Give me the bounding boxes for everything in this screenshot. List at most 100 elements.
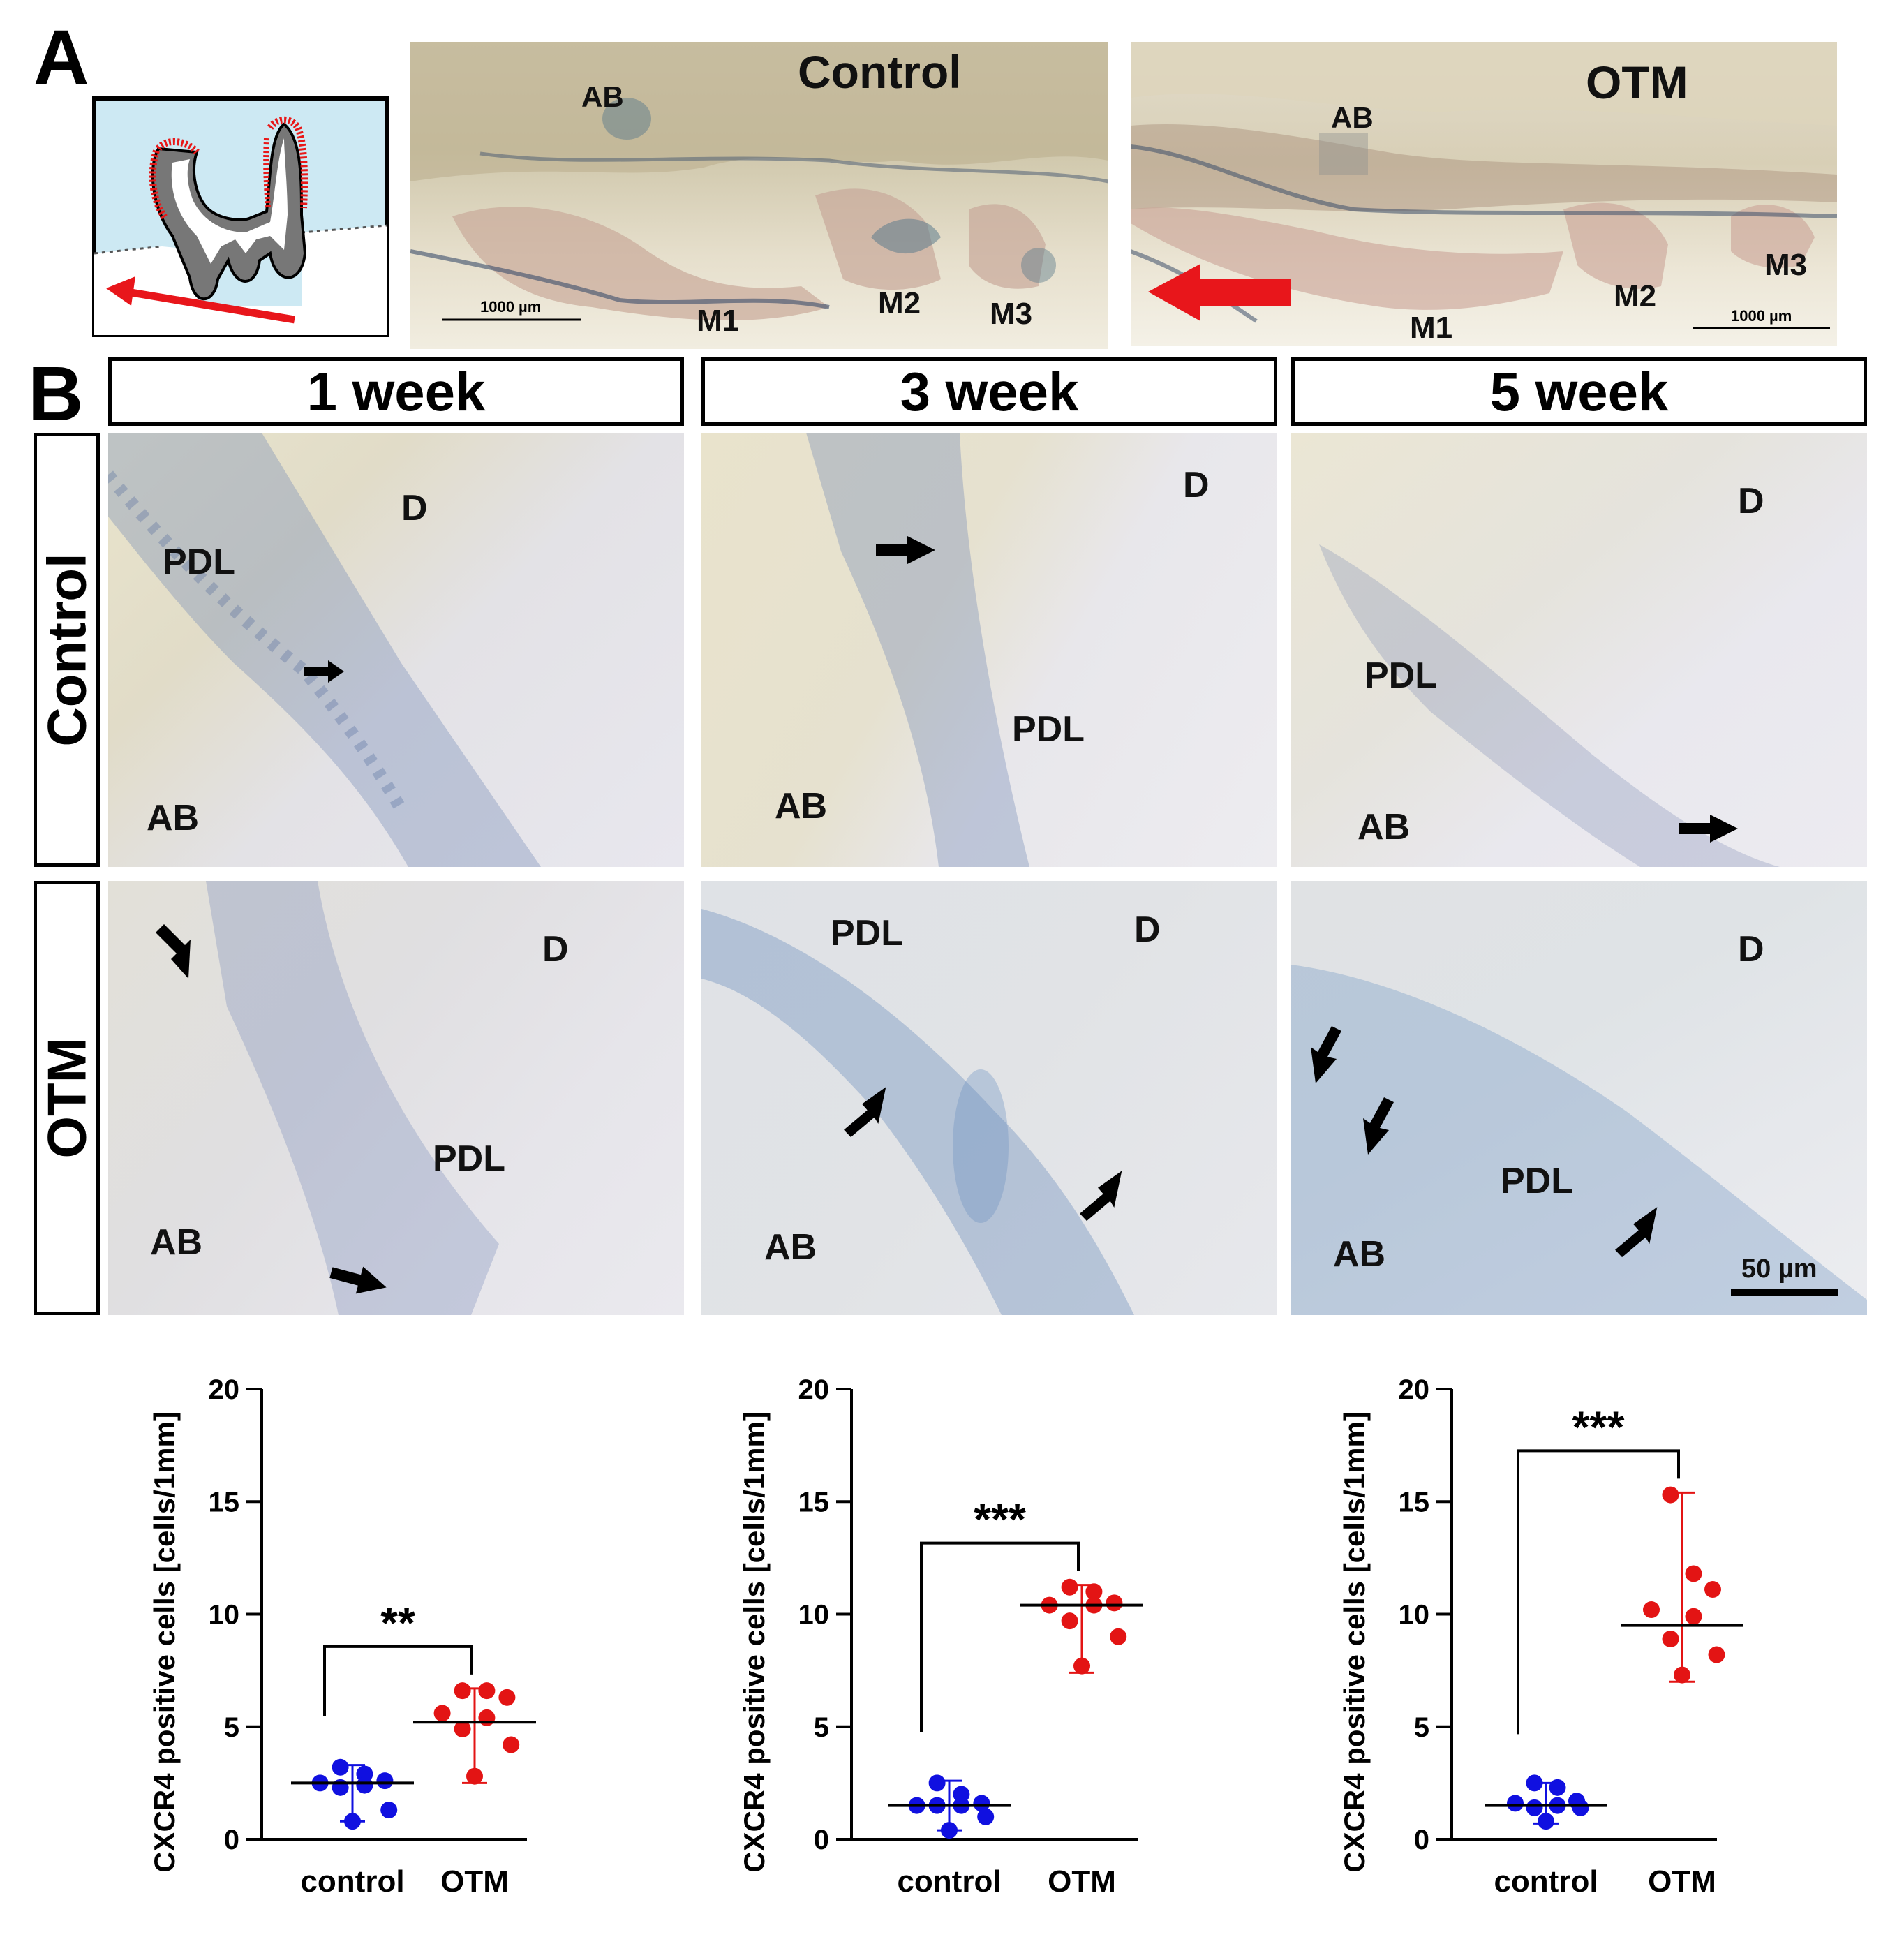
significance-marker: *** [974,1494,1026,1545]
x-tick-label-control: control [897,1864,1001,1899]
data-point-control [1507,1795,1524,1812]
label-ab-otm-3w: AB [764,1227,817,1268]
y-tick-label: 15 [798,1487,830,1517]
label-pdl-otm-3w: PDL [831,913,903,953]
data-point-otm [1662,1630,1679,1647]
x-tick-label-otm: OTM [1048,1864,1116,1899]
label-d-control-1w: D [401,488,428,528]
micrograph-otm-3-week: D PDL AB [701,881,1277,1315]
label-d-otm-3w: D [1134,910,1161,950]
row-label-otm: OTM [34,881,100,1315]
data-point-otm [1085,1583,1103,1601]
data-point-otm [1662,1486,1679,1504]
control-label-m2: M2 [878,286,921,320]
control-scale-bar-label: 1000 µm [480,298,542,316]
micrograph-otm-5-week: D PDL AB 50 µm [1291,881,1867,1315]
chart-1-week: 0 5 10 15 20 CXCR4 positive cells [cells/1mm]… [148,1374,536,1899]
data-point-otm [1685,1565,1702,1582]
data-point-control [356,1776,373,1794]
data-point-control [332,1758,349,1776]
y-tick-label: 0 [224,1825,239,1855]
row-label-control: Control [34,433,100,867]
chart-3-week: 0 5 10 15 20 CXCR4 positive cells [cells/1mm]… [738,1374,1143,1899]
x-tick-label-otm: OTM [440,1864,509,1899]
data-point-otm [1110,1628,1127,1645]
otm-overview-image: OTM AB M1 M2 M3 1000 µm [1131,42,1837,346]
data-point-control [941,1822,958,1839]
y-tick-label: 20 [798,1374,830,1405]
label-pdl-control-1w: PDL [163,542,235,582]
significance-marker: *** [1572,1402,1625,1452]
label-pdl-control-5w: PDL [1364,655,1437,696]
label-d-otm-1w: D [542,929,569,970]
data-point-otm [1643,1601,1660,1619]
data-point-control [928,1774,946,1792]
data-point-control [977,1808,995,1825]
data-point-otm [503,1736,520,1753]
otm-label-ab: AB [1331,101,1374,134]
label-ab-control-3w: AB [775,786,828,826]
y-tick-label: 0 [1414,1825,1429,1855]
data-point-otm [454,1720,471,1737]
y-axis-label: CXCR4 positive cells [cells/1mm] [148,1411,181,1873]
chart-5-week: 0 5 10 15 20 CXCR4 positive cells [cells/1mm]… [1338,1374,1743,1899]
data-point-otm [498,1689,516,1706]
y-tick-label: 10 [209,1600,240,1631]
label-d-control-3w: D [1183,465,1210,505]
control-overview-image: Control AB M1 M2 M3 1000 µm [410,42,1108,349]
label-d-otm-5w: D [1738,929,1764,970]
label-ab-otm-5w: AB [1333,1234,1386,1275]
control-label-ab: AB [581,80,624,113]
label-ab-control-1w: AB [147,798,200,838]
data-point-control [1549,1779,1566,1796]
label-pdl-otm-5w: PDL [1501,1161,1573,1201]
data-point-otm [1061,1612,1078,1630]
data-point-control [1572,1799,1589,1816]
label-d-control-5w: D [1738,481,1764,521]
y-tick-label: 20 [1399,1374,1430,1405]
data-point-control [380,1802,398,1819]
data-point-otm [1061,1578,1078,1596]
column-header-5-week: 5 week [1291,357,1867,426]
data-point-otm [466,1767,483,1785]
micrograph-control-5-week: D PDL AB [1291,433,1867,867]
scale-bar-label-50um: 50 µm [1741,1254,1817,1284]
data-point-control [973,1795,990,1812]
significance-bracket [920,1541,1080,1732]
y-tick-label: 10 [1399,1600,1430,1631]
data-point-control [1526,1774,1543,1792]
otm-label-m1: M1 [1410,311,1453,345]
y-tick-label: 15 [209,1487,240,1517]
control-label-m1: M1 [697,304,740,338]
otm-overview-title: OTM [1586,57,1688,108]
label-ab-otm-1w: AB [150,1222,203,1263]
data-point-otm [433,1705,451,1722]
y-axis-label: CXCR4 positive cells [cells/1mm] [1338,1411,1371,1873]
data-point-otm [478,1682,496,1700]
tooth-schematic [92,96,389,337]
micrograph-otm-1-week: D PDL AB [108,881,684,1315]
data-point-control [1526,1799,1543,1816]
data-point-control [344,1813,361,1830]
label-pdl-otm-1w: PDL [433,1138,505,1179]
y-tick-label: 5 [1414,1712,1429,1743]
y-tick-label: 20 [209,1374,240,1405]
y-tick-label: 10 [798,1600,830,1631]
label-pdl-control-3w: PDL [1012,709,1085,750]
data-point-control [376,1772,394,1790]
label-ab-control-5w: AB [1358,807,1411,847]
y-tick-label: 15 [1399,1487,1430,1517]
otm-label-m2: M2 [1614,279,1657,313]
panel-b-letter: B [28,351,84,437]
micrograph-control-1-week: D PDL AB [108,433,684,867]
otm-scale-bar-label: 1000 µm [1731,307,1792,325]
panel-a-letter: A [34,15,89,101]
y-axis-label: CXCR4 positive cells [cells/1mm] [738,1411,771,1873]
column-header-1-week: 1 week [108,357,684,426]
x-tick-label-control: control [1494,1864,1598,1899]
x-tick-label-control: control [300,1864,404,1899]
significance-marker: ** [380,1598,415,1648]
data-point-otm [1704,1581,1721,1598]
data-point-otm [1073,1657,1090,1675]
control-label-m3: M3 [990,297,1033,331]
